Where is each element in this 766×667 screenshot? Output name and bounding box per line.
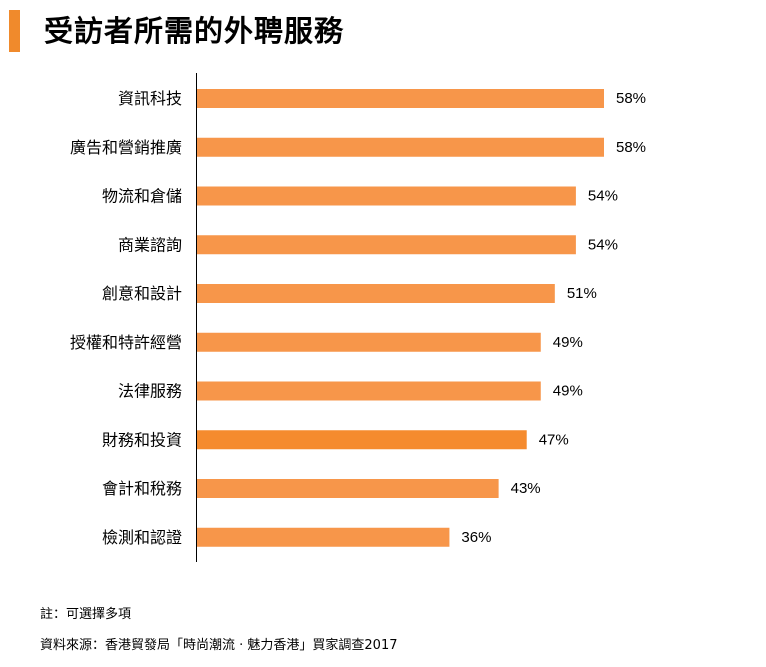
- value-label-2: 58%: [616, 139, 646, 156]
- category-label-1: 資訊科技: [118, 89, 182, 108]
- value-label-4: 54%: [588, 236, 618, 253]
- bar-9: [196, 479, 499, 498]
- value-label-7: 49%: [553, 383, 583, 400]
- bar-1: [196, 89, 604, 108]
- bar-7: [196, 381, 541, 401]
- category-label-9: 會計和稅務: [102, 479, 182, 498]
- value-label-10: 36%: [461, 529, 491, 546]
- category-label-7: 法律服務: [118, 382, 182, 401]
- category-label-4: 商業諮詢: [118, 235, 182, 254]
- bar-8: [196, 430, 527, 450]
- category-label-6: 授權和特許經營: [70, 333, 182, 352]
- category-label-10: 檢測和認證: [102, 528, 182, 547]
- category-label-5: 創意和設計: [102, 284, 182, 303]
- footnote-multiple-choice: 註：可選擇多項: [40, 607, 132, 622]
- category-label-2: 廣告和營銷推廣: [70, 138, 182, 157]
- value-label-8: 47%: [539, 431, 569, 448]
- chart-title: 受訪者所需的外聘服務: [44, 14, 345, 48]
- value-label-6: 49%: [553, 334, 583, 351]
- bar-2: [196, 137, 604, 157]
- bar-4: [196, 235, 576, 255]
- bar-10: [196, 527, 450, 547]
- bar-6: [196, 332, 541, 352]
- value-label-1: 58%: [616, 90, 646, 107]
- bar-3: [196, 186, 576, 206]
- category-label-8: 財務和投資: [102, 430, 182, 449]
- footnote-source: 資料來源：香港貿發局「時尚潮流 · 魅力香港」買家調查2017: [40, 638, 398, 653]
- value-label-5: 51%: [567, 285, 597, 302]
- value-label-9: 43%: [511, 480, 541, 497]
- category-label-3: 物流和倉儲: [102, 187, 182, 206]
- bar-5: [196, 284, 555, 303]
- value-label-3: 54%: [588, 188, 618, 205]
- title-accent-bar: [9, 10, 20, 52]
